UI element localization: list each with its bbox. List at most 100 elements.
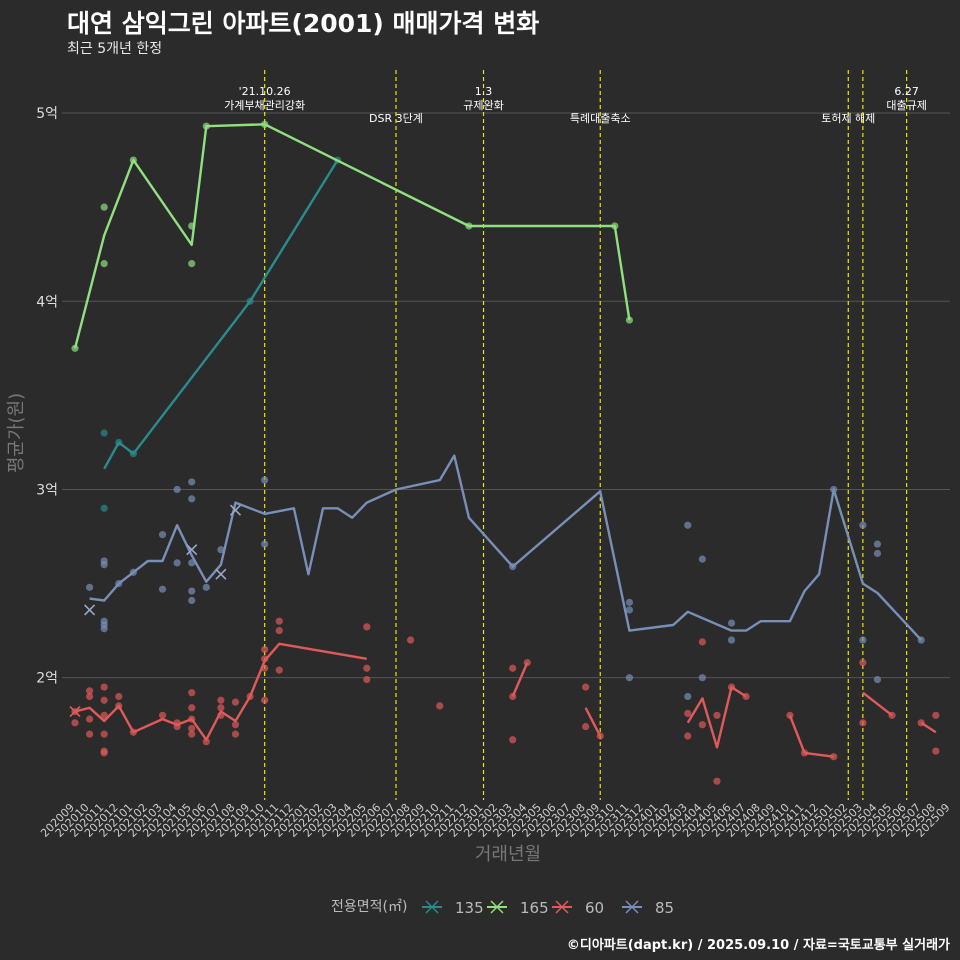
data-point-60 xyxy=(202,738,210,746)
cross-mark-85 xyxy=(229,504,242,516)
data-point-165 xyxy=(71,344,79,352)
series-segment-60 xyxy=(920,721,937,734)
data-point-60 xyxy=(158,711,167,719)
data-point-135 xyxy=(100,504,108,512)
data-point-85 xyxy=(625,598,634,606)
data-point-85 xyxy=(727,636,736,644)
event-label: 1.3 xyxy=(475,85,493,98)
chart-title: 대연 삼익그린 아파트(2001) 매매가격 변화 xyxy=(67,9,540,38)
data-point-60 xyxy=(406,636,415,644)
data-point-60 xyxy=(436,702,444,710)
data-point-135 xyxy=(100,429,108,437)
data-point-60 xyxy=(932,711,940,719)
cross-mark-85 xyxy=(215,568,227,580)
data-point-60 xyxy=(71,719,79,727)
data-point-60 xyxy=(100,683,108,691)
series-line-85 xyxy=(89,454,923,641)
data-point-85 xyxy=(173,559,181,567)
data-point-60 xyxy=(231,698,240,706)
legend-label: 165 xyxy=(520,899,549,917)
data-point-60 xyxy=(275,666,283,674)
event-label: '21.10.26 xyxy=(239,85,291,98)
data-point-60 xyxy=(363,675,371,684)
data-point-165 xyxy=(100,203,108,211)
data-point-60 xyxy=(363,664,371,672)
data-point-85 xyxy=(217,546,225,554)
data-point-60 xyxy=(363,623,371,631)
data-point-60 xyxy=(582,683,590,691)
data-point-85 xyxy=(188,495,196,503)
data-point-85 xyxy=(188,478,196,486)
data-point-60 xyxy=(100,749,108,757)
data-point-60 xyxy=(859,659,867,667)
data-point-60 xyxy=(85,730,94,738)
legend-label: 60 xyxy=(585,899,604,917)
data-point-85 xyxy=(261,540,269,548)
data-point-85 xyxy=(859,636,867,644)
legend-title: 전용면적(㎡) xyxy=(331,899,407,915)
y-tick-label: 4억 xyxy=(36,294,58,310)
x-axis-title: 거래년월 xyxy=(475,844,541,865)
chart-subtitle: 최근 5개년 한정 xyxy=(67,41,163,57)
data-point-85 xyxy=(202,583,210,591)
legend-key-cross xyxy=(425,900,439,914)
series-segment-60 xyxy=(862,691,893,717)
y-axis-title: 평균가(원) xyxy=(6,393,27,473)
series-segment-60 xyxy=(686,685,747,749)
data-point-60 xyxy=(684,709,692,718)
event-label: DSR 3단계 xyxy=(369,112,423,125)
data-point-85 xyxy=(727,619,736,627)
cross-mark-85 xyxy=(84,604,96,616)
event-label: 가계부채관리강화 xyxy=(224,99,305,112)
y-tick-label: 2억 xyxy=(36,671,58,687)
data-point-60 xyxy=(582,723,590,731)
data-point-60 xyxy=(100,711,108,719)
series-line-165 xyxy=(73,123,631,349)
data-point-60 xyxy=(188,704,196,712)
series-segment-60 xyxy=(584,707,602,737)
legend-label: 85 xyxy=(655,899,674,917)
data-point-85 xyxy=(873,675,882,684)
cross-mark-85 xyxy=(186,544,198,556)
data-point-60 xyxy=(85,715,94,723)
data-point-60 xyxy=(684,732,692,740)
data-point-60 xyxy=(509,664,517,672)
data-point-85 xyxy=(873,540,882,548)
data-point-85 xyxy=(698,555,706,563)
legend-key-cross xyxy=(555,900,569,914)
data-point-60 xyxy=(188,730,196,738)
data-point-60 xyxy=(231,721,240,729)
data-point-85 xyxy=(859,521,867,529)
data-point-85 xyxy=(85,583,94,591)
data-point-85 xyxy=(100,561,108,569)
data-point-60 xyxy=(713,777,721,785)
data-point-85 xyxy=(625,606,634,614)
data-point-85 xyxy=(625,674,634,682)
data-point-85 xyxy=(158,531,167,539)
data-point-60 xyxy=(115,692,123,701)
data-point-165 xyxy=(100,260,108,268)
data-point-60 xyxy=(713,711,721,719)
data-point-85 xyxy=(684,521,692,529)
data-point-60 xyxy=(100,696,108,704)
data-point-85 xyxy=(261,476,269,484)
data-point-60 xyxy=(698,721,706,729)
source-caption: ©디아파트(dapt.kr) / 2025.09.10 / 자료=국토교통부 실… xyxy=(566,938,950,953)
event-label: 토허제 해제 xyxy=(821,111,875,125)
cross-stroke xyxy=(69,705,81,718)
event-label: 특례대출축소 xyxy=(570,112,631,125)
cross-stroke xyxy=(215,568,227,580)
data-point-85 xyxy=(698,674,706,682)
data-point-85 xyxy=(188,587,196,595)
data-point-60 xyxy=(85,692,94,701)
data-point-60 xyxy=(275,627,283,635)
cross-mark-60 xyxy=(69,705,81,718)
cross-stroke xyxy=(229,504,242,516)
cross-stroke xyxy=(84,604,96,616)
data-point-60 xyxy=(100,730,108,738)
data-point-60 xyxy=(932,747,940,755)
data-point-60 xyxy=(509,736,517,744)
data-point-85 xyxy=(188,596,196,605)
data-point-60 xyxy=(859,719,867,727)
